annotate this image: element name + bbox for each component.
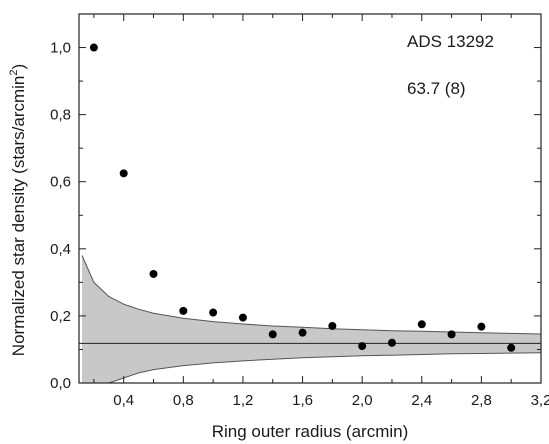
y-axis-label-close: ) [9, 64, 28, 70]
y-tick-label: 0,2 [50, 308, 71, 325]
x-tick-label: 3,2 [531, 392, 549, 409]
x-tick-label: 2,4 [411, 392, 432, 409]
data-point [417, 320, 426, 329]
background-band [82, 255, 541, 383]
x-tick-label: 0,4 [113, 392, 134, 409]
y-axis-label: Normalized star density (stars/arcmin2) [8, 64, 28, 356]
annotation-object-name: ADS 13292 [407, 32, 494, 51]
x-tick-label: 2,8 [471, 392, 492, 409]
data-point [507, 343, 516, 352]
data-point [447, 330, 456, 339]
x-tick-label: 2,0 [352, 392, 373, 409]
data-point [477, 322, 486, 331]
x-tick-label: 0,8 [173, 392, 194, 409]
y-axis-label-superscript: 2 [8, 69, 20, 75]
data-point [387, 338, 396, 347]
data-point [268, 330, 277, 339]
x-tick-label: 1,2 [233, 392, 254, 409]
x-axis-label: Ring outer radius (arcmin) [212, 422, 409, 441]
y-tick-label: 0,0 [50, 375, 71, 392]
annotation-value: 63.7 (8) [407, 79, 466, 98]
data-point [89, 43, 98, 52]
y-axis-label-main: Normalized star density (stars/arcmin [9, 76, 28, 357]
data-point [119, 169, 128, 178]
axes: 0,4 0,8 1,2 1,6 2,0 2,4 2,8 3,2 0,0 0,2 0,4 0,6 0,8 1… [50, 13, 549, 409]
y-tick-label: 0,6 [50, 174, 71, 191]
plot-frame [78, 13, 542, 384]
x-tick-label: 1,6 [292, 392, 313, 409]
data-point [328, 321, 337, 330]
data-point [358, 342, 367, 351]
data-point [209, 308, 218, 317]
data-point [149, 269, 158, 278]
y-tick-label: 1,0 [50, 40, 71, 57]
y-tick-label: 0,8 [50, 107, 71, 124]
data-point [179, 306, 188, 315]
data-point [238, 313, 247, 322]
y-tick-label: 0,4 [50, 241, 71, 258]
data-points-layer [89, 43, 516, 352]
data-point [298, 328, 307, 337]
